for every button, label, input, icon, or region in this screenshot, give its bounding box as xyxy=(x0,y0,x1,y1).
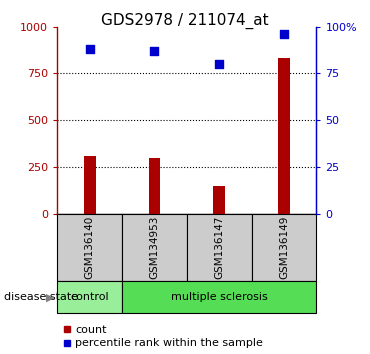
Bar xyxy=(84,156,95,214)
Point xyxy=(151,48,157,54)
Bar xyxy=(278,58,290,214)
Text: disease state: disease state xyxy=(4,292,78,302)
Text: multiple sclerosis: multiple sclerosis xyxy=(171,292,268,302)
Bar xyxy=(122,214,187,281)
Text: GSM136149: GSM136149 xyxy=(279,216,289,280)
Bar xyxy=(187,214,252,281)
Point xyxy=(281,31,287,37)
Bar xyxy=(57,281,122,313)
Text: ▶: ▶ xyxy=(46,292,54,302)
Bar xyxy=(213,186,225,214)
Text: control: control xyxy=(70,292,109,302)
Bar xyxy=(57,214,122,281)
Text: GSM136147: GSM136147 xyxy=(214,216,224,280)
Bar xyxy=(252,214,316,281)
Legend: count, percentile rank within the sample: count, percentile rank within the sample xyxy=(63,325,263,348)
Bar xyxy=(122,281,316,313)
Text: GSM136140: GSM136140 xyxy=(85,216,95,279)
Bar xyxy=(149,158,160,214)
Text: GDS2978 / 211074_at: GDS2978 / 211074_at xyxy=(101,12,269,29)
Point xyxy=(87,46,92,52)
Text: GSM134953: GSM134953 xyxy=(149,216,159,280)
Point xyxy=(216,61,222,67)
